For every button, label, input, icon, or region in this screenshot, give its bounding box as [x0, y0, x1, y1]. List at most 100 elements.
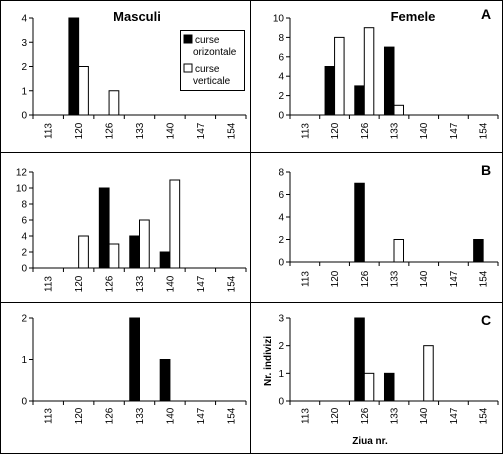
male-B-bar — [129, 235, 141, 269]
female-A-bar — [363, 27, 375, 116]
male-C-xtick-label: 147 — [196, 407, 207, 424]
female-C-xlabel: Ziua nr. — [352, 436, 388, 447]
female-A-xtick-label: 147 — [449, 122, 460, 139]
female-A-bar — [324, 66, 336, 116]
male-B-ytick-label: 8 — [21, 200, 27, 211]
male-B-bar — [78, 235, 89, 269]
male-A-legend-label: curse — [195, 64, 220, 75]
male-A-legend-swatch — [183, 63, 193, 73]
female-B-ytick-label: 6 — [278, 190, 284, 201]
female-B-panel-letter: B — [481, 162, 491, 178]
male-B-ytick-label: 0 — [21, 264, 27, 275]
female-C-ytick-label: 1 — [278, 369, 284, 380]
male-B-ytick-label: 6 — [21, 216, 27, 227]
female-B-xtick-label: 147 — [449, 270, 460, 287]
male-A-bar — [68, 17, 80, 116]
male-A-bar — [78, 66, 89, 116]
female-A-ytick-label: 6 — [278, 52, 284, 63]
female-B-ytick-label: 4 — [278, 213, 284, 224]
male-B-bar — [98, 187, 110, 269]
male-B-xtick-label: 147 — [196, 275, 207, 292]
female-B-xtick-label: 154 — [479, 270, 490, 287]
female-A-panel-letter: A — [481, 6, 491, 22]
male-C-ytick-label: 2 — [21, 314, 27, 325]
female-C-ytick-label: 2 — [278, 341, 284, 352]
female-C-xtick-label: 140 — [419, 407, 430, 424]
female-A-xtick-label: 126 — [360, 122, 371, 139]
female-B-xtick-label: 113 — [300, 271, 311, 287]
male-B-ytick-label: 4 — [21, 232, 27, 243]
female-B-bar — [354, 182, 365, 263]
female-C-xtick-label: 126 — [360, 407, 371, 424]
male-B-bar — [169, 179, 181, 269]
male-A-xtick-label: 126 — [105, 122, 116, 139]
female-A-ytick-label: 10 — [273, 14, 285, 25]
female-C-ylabel: Nr. indivizi — [263, 336, 274, 386]
female-B-ytick-label: 8 — [278, 168, 284, 179]
male-B-bar — [108, 243, 120, 269]
female-B-ytick-label: 2 — [278, 235, 284, 246]
female-A-ytick-label: 0 — [278, 111, 284, 122]
male-C-bar — [159, 359, 171, 402]
male-A-ytick-label: 0 — [21, 111, 27, 122]
male-A-ytick-label: 2 — [21, 62, 27, 73]
female-C-xtick-label: 147 — [449, 407, 460, 424]
male-A-ytick-label: 4 — [21, 14, 27, 25]
female-A-xtick-label: 133 — [390, 122, 401, 139]
female-C-panel-letter: C — [481, 312, 491, 328]
female-B-ytick-label: 0 — [278, 258, 284, 269]
female-A-xtick-label: 113 — [300, 123, 311, 139]
male-C-xtick-label: 120 — [74, 407, 85, 424]
male-A-xtick-label: 113 — [44, 123, 55, 139]
male-C-ytick-label: 0 — [21, 397, 27, 408]
female-B-bar — [393, 239, 405, 263]
female-B-xtick-label: 133 — [390, 270, 401, 287]
female-C-xtick-label: 133 — [390, 407, 401, 424]
female-B-xtick-label: 126 — [360, 270, 371, 287]
male-B-ytick-label: 12 — [16, 168, 28, 179]
female-B-xtick-label: 120 — [330, 270, 341, 287]
male-B-bar — [159, 251, 171, 269]
female-C-bar — [363, 372, 375, 402]
female-C-xtick-label: 154 — [479, 407, 490, 424]
female-C-xtick-label: 113 — [300, 408, 311, 424]
male-A-xtick-label: 154 — [226, 122, 237, 139]
female-C-ytick-label: 0 — [278, 397, 284, 408]
female-A-title: Femele — [391, 9, 436, 24]
female-A-ytick-label: 4 — [278, 72, 284, 83]
male-B-xtick-label: 126 — [105, 275, 116, 292]
female-A-bar — [354, 85, 365, 116]
female-C-bar — [423, 345, 434, 402]
male-B-xtick-label: 120 — [74, 275, 85, 292]
female-A-xtick-label: 154 — [479, 122, 490, 139]
male-B-xtick-label: 154 — [226, 275, 237, 292]
male-A-xtick-label: 120 — [74, 122, 85, 139]
male-C-xtick-label: 133 — [135, 407, 146, 424]
male-A-title: Masculi — [113, 9, 161, 24]
female-C-bar — [354, 317, 365, 402]
male-C-bar — [129, 317, 141, 402]
male-A-xtick-label: 140 — [165, 122, 176, 139]
female-A-ytick-label: 2 — [278, 91, 284, 102]
male-A-legend-swatch — [183, 34, 193, 44]
male-C-xtick-label: 113 — [44, 408, 55, 424]
male-B-xtick-label: 113 — [44, 276, 55, 292]
male-B-xtick-label: 133 — [135, 275, 146, 292]
male-C-xtick-label: 140 — [165, 407, 176, 424]
male-C-ytick-label: 1 — [21, 355, 27, 366]
female-B-xtick-label: 140 — [419, 270, 430, 287]
female-A-bar — [334, 36, 345, 116]
male-A-xtick-label: 133 — [135, 122, 146, 139]
male-B-ytick-label: 10 — [16, 184, 28, 195]
male-A-legend-label: orizontale — [193, 47, 237, 58]
female-A-bar — [383, 46, 395, 116]
male-A-ytick-label: 3 — [21, 38, 27, 49]
male-B-bar — [139, 219, 150, 269]
male-A-bar — [108, 90, 120, 116]
male-B-xtick-label: 140 — [165, 275, 176, 292]
female-B-bar — [473, 239, 484, 263]
male-A-ytick-label: 1 — [21, 86, 27, 97]
male-B-ytick-label: 2 — [21, 248, 27, 259]
female-C-ytick-label: 3 — [278, 314, 284, 325]
